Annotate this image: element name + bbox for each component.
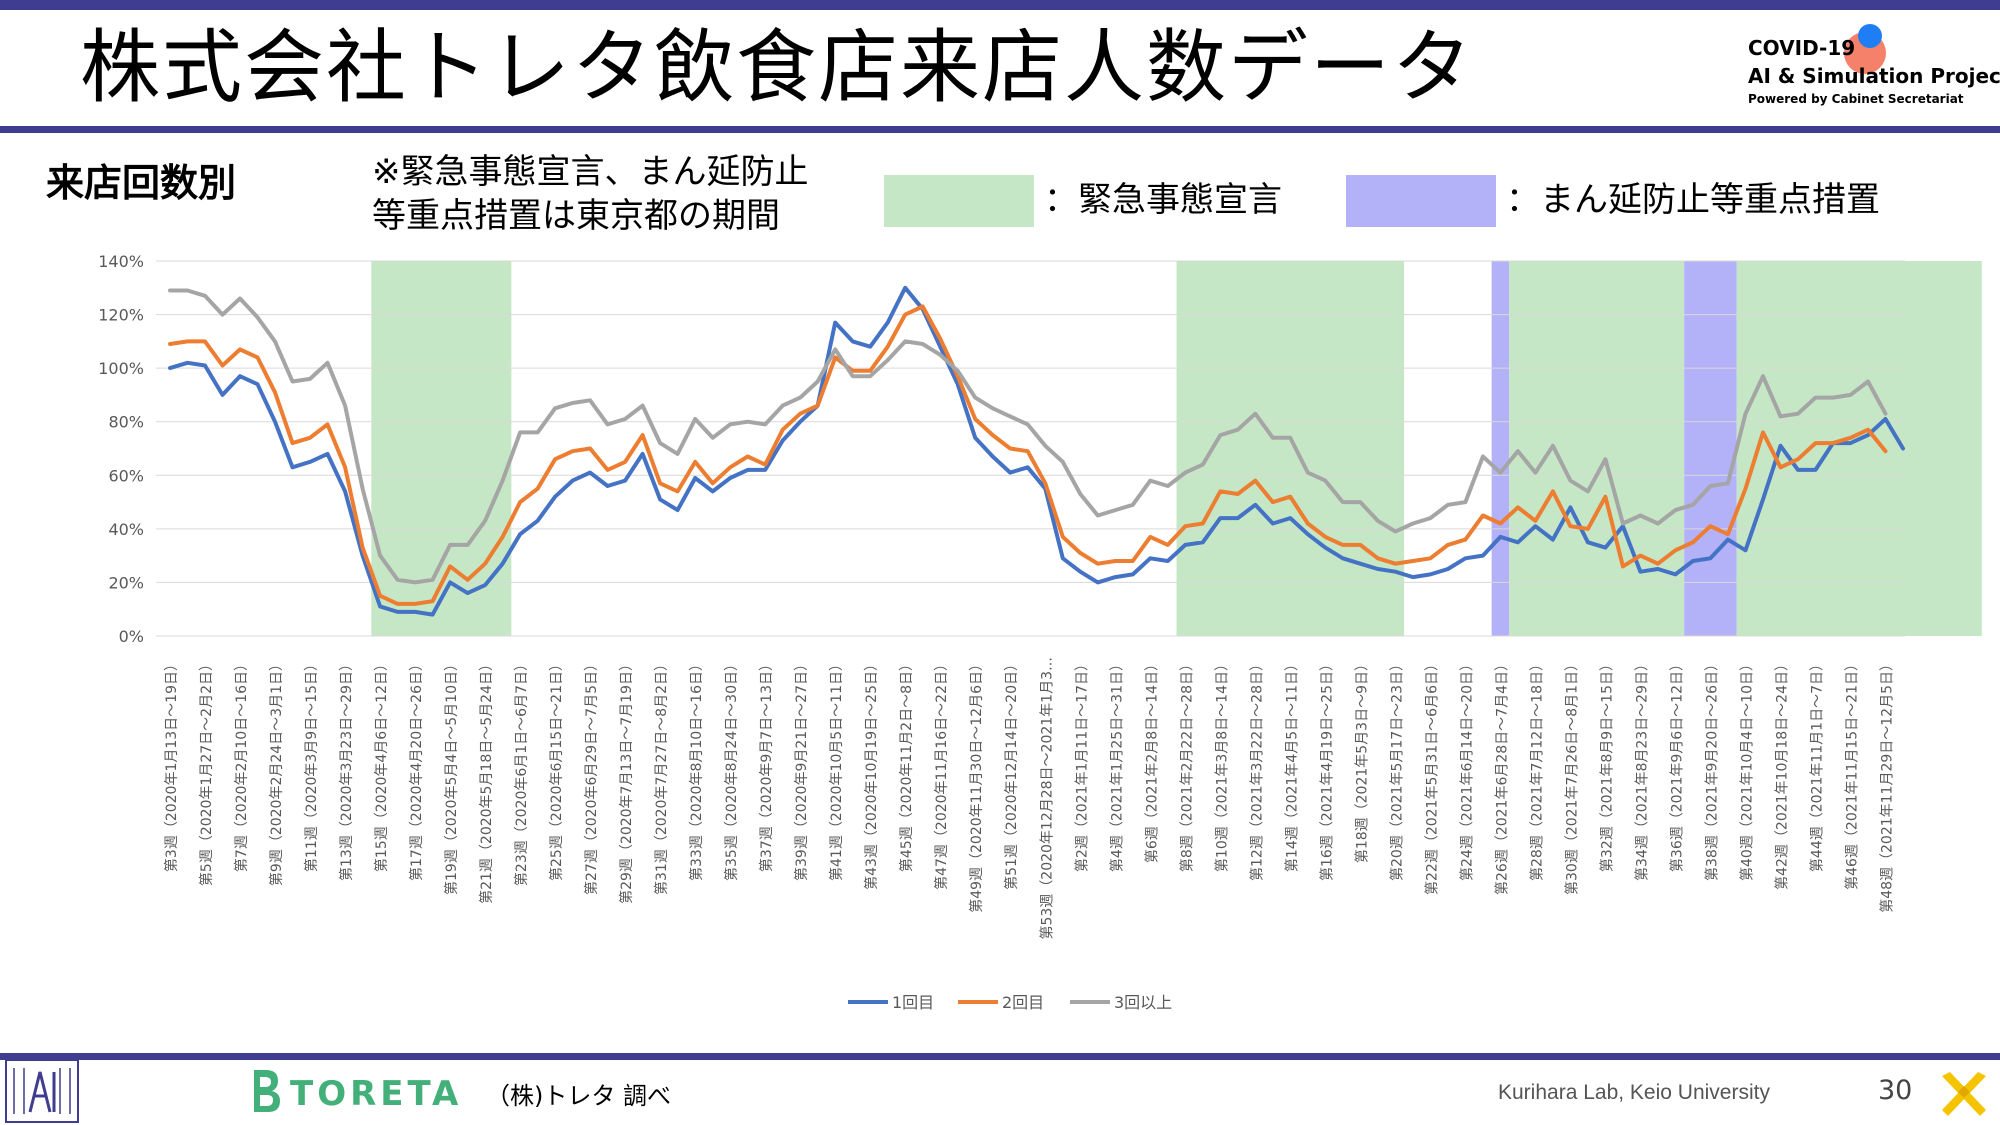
x-tick-label: 第2週（2021年1月11日～17日） (1073, 657, 1090, 872)
period-note: ※緊急事態宣言、まん延防止 等重点措置は東京都の期間 (372, 150, 809, 238)
x-tick-label: 第7週（2020年2月10日～16日） (233, 657, 250, 872)
legend-label-1: 1回目 (892, 993, 934, 1012)
x-tick-label: 第15週（2020年4月6日～12日） (373, 657, 390, 872)
x-tick-label: 第25週（2020年6月15日～21日） (548, 657, 565, 881)
keio-lab-logo (5, 1059, 79, 1123)
footer-divider (0, 1053, 2000, 1060)
x-tick-label: 第37週（2020年9月7日～13日） (758, 657, 775, 872)
x-tick-label: 第5週（2020年1月27日～2月2日） (198, 657, 215, 886)
x-tick-label: 第6週（2021年2月8日～14日） (1143, 657, 1160, 863)
y-tick-label: 60% (108, 466, 144, 485)
section-subtitle: 来店回数別 (46, 161, 237, 205)
legend-label-3: 3回以上 (1114, 993, 1172, 1012)
note-line1: ※緊急事態宣言、まん延防止 (372, 152, 809, 192)
x-tick-label: 第47週（2020年11月16日～22日） (933, 657, 950, 890)
covid-project-logo: COVID-19 AI & Simulation Project Powered… (1748, 24, 2000, 114)
x-tick-label: 第34週（2021年8月23日～29日） (1633, 657, 1650, 881)
toreta-mark-icon (254, 1070, 280, 1112)
x-tick-label: 第11週（2020年3月9日～15日） (303, 657, 320, 872)
x-tick-label: 第28週（2021年7月12日～18日） (1528, 657, 1545, 881)
legend-label-2: 2回目 (1002, 993, 1044, 1012)
priority-legend-swatch (1346, 175, 1496, 227)
x-tick-label: 第26週（2021年6月28日～7月4日） (1493, 657, 1510, 895)
x-tick-label: 第10週（2021年3月8日～14日） (1213, 657, 1230, 872)
x-tick-label: 第35週（2020年8月24日～30日） (723, 657, 740, 881)
x-tick-label: 第24週（2021年6月14日～20日） (1458, 657, 1475, 881)
project-line2: AI & Simulation Project (1748, 64, 2000, 88)
band-priority (1491, 261, 1510, 636)
band-emergency (1509, 261, 1685, 636)
x-tick-label: 第31週（2020年7月27日～8月2日） (653, 657, 670, 895)
series-line-2 (168, 304, 1888, 606)
note-line2: 等重点措置は東京都の期間 (372, 196, 780, 236)
project-line3: Powered by Cabinet Secretariat (1748, 92, 1964, 106)
x-tick-label: 第48週（2021年11月29日～12月5日） (1878, 657, 1895, 913)
x-tick-label: 第19週（2020年5月4日～5月10日） (443, 657, 460, 895)
x-tick-label: 第9週（2020年2月24日～3月1日） (268, 657, 285, 886)
priority-legend-label: ：まん延防止等重点措置 (1506, 180, 1880, 220)
x-tick-label: 第51週（2020年12月14日～20日） (1003, 657, 1020, 890)
x-tick-label: 第13週（2020年3月23日～29日） (338, 657, 355, 881)
x-tick-label: 第46週（2021年11月15日～21日） (1843, 657, 1860, 890)
x-tick-label: 第42週（2021年10月18日～24日） (1773, 657, 1790, 890)
x-tick-label: 第14週（2021年4月5日～11日） (1283, 657, 1300, 872)
visitor-line-chart: 0% 20% 40% 60% 80% 100% 120% 140% 第3週（2020年1月13日… (98, 252, 1982, 1012)
x-tick-label: 第45週（2020年11月2日～8日） (898, 657, 915, 872)
toreta-wordmark: TORETA (290, 1074, 463, 1114)
header-divider (0, 126, 2000, 133)
y-tick-label: 20% (108, 573, 144, 592)
x-tick-label: 第8週（2021年2月22日～28日） (1178, 657, 1195, 872)
y-tick-label: 140% (98, 252, 144, 271)
x-tick-label: 第18週（2021年5月3日～9日） (1353, 657, 1370, 863)
emergency-legend-swatch (884, 175, 1034, 227)
x-tick-label: 第38週（2021年9月20日～26日） (1703, 657, 1720, 881)
x-tick-label: 第12週（2021年3月22日～28日） (1248, 657, 1265, 881)
y-tick-label: 40% (108, 520, 144, 539)
x-cross-logo-icon (1942, 1072, 1986, 1116)
x-tick-label: 第21週（2020年5月18日～5月24日） (478, 657, 495, 904)
x-tick-label: 第32週（2021年8月9日～15日） (1598, 657, 1615, 872)
lab-credit: Kurihara Lab, Keio University (1498, 1081, 1770, 1104)
x-tick-label: 第53週（2020年12月28日～2021年1月3… (1038, 657, 1055, 940)
x-tick-label: 第27週（2020年6月29日～7月5日） (583, 657, 600, 895)
x-tick-label: 第4週（2021年1月25日～31日） (1108, 657, 1125, 872)
y-tick-label: 120% (98, 306, 144, 325)
x-tick-label: 第33週（2020年8月10日～16日） (688, 657, 705, 881)
x-tick-label: 第22週（2021年5月31日～6月6日） (1423, 657, 1440, 895)
band-emergency (1736, 261, 1982, 636)
page-title: 株式会社トレタ飲食店来店人数データ (80, 21, 1474, 114)
x-tick-label: 第16週（2021年4月19日～25日） (1318, 657, 1335, 881)
page-number: 30 (1878, 1075, 1913, 1106)
top-accent-bar (0, 0, 2000, 10)
y-tick-label: 0% (119, 627, 144, 646)
x-tick-label: 第49週（2020年11月30日～12月6日） (968, 657, 985, 913)
x-tick-label: 第44週（2021年11月1日～7日） (1808, 657, 1825, 872)
project-line1: COVID-19 (1748, 36, 1856, 60)
x-tick-label: 第36週（2021年9月6日～12日） (1668, 657, 1685, 872)
band-priority (1684, 261, 1737, 636)
x-tick-label: 第30週（2021年7月26日～8月1日） (1563, 657, 1580, 895)
x-tick-label: 第3週（2020年1月13日～19日） (163, 657, 180, 872)
x-tick-label: 第17週（2020年4月20日～26日） (408, 657, 425, 881)
logo-blue-dot (1858, 24, 1882, 48)
x-tick-label: 第20週（2021年5月17日～23日） (1388, 657, 1405, 881)
x-tick-label: 第39週（2020年9月21日～27日） (793, 657, 810, 881)
y-tick-label: 100% (98, 359, 144, 378)
data-source: （株)トレタ 調べ (486, 1082, 671, 1110)
x-tick-label: 第43週（2020年10月19日～25日） (863, 657, 880, 890)
y-tick-label: 80% (108, 413, 144, 432)
x-tick-label: 第23週（2020年6月1日～6月7日） (513, 657, 530, 886)
x-tick-label: 第41週（2020年10月5日～11日） (828, 657, 845, 881)
x-tick-label: 第40週（2021年10月4日～10日） (1738, 657, 1755, 881)
emergency-legend-label: ：緊急事態宣言 (1044, 180, 1282, 220)
series-line-3 (168, 288, 1888, 585)
x-tick-label: 第29週（2020年7月13日～7月19日） (618, 657, 635, 904)
